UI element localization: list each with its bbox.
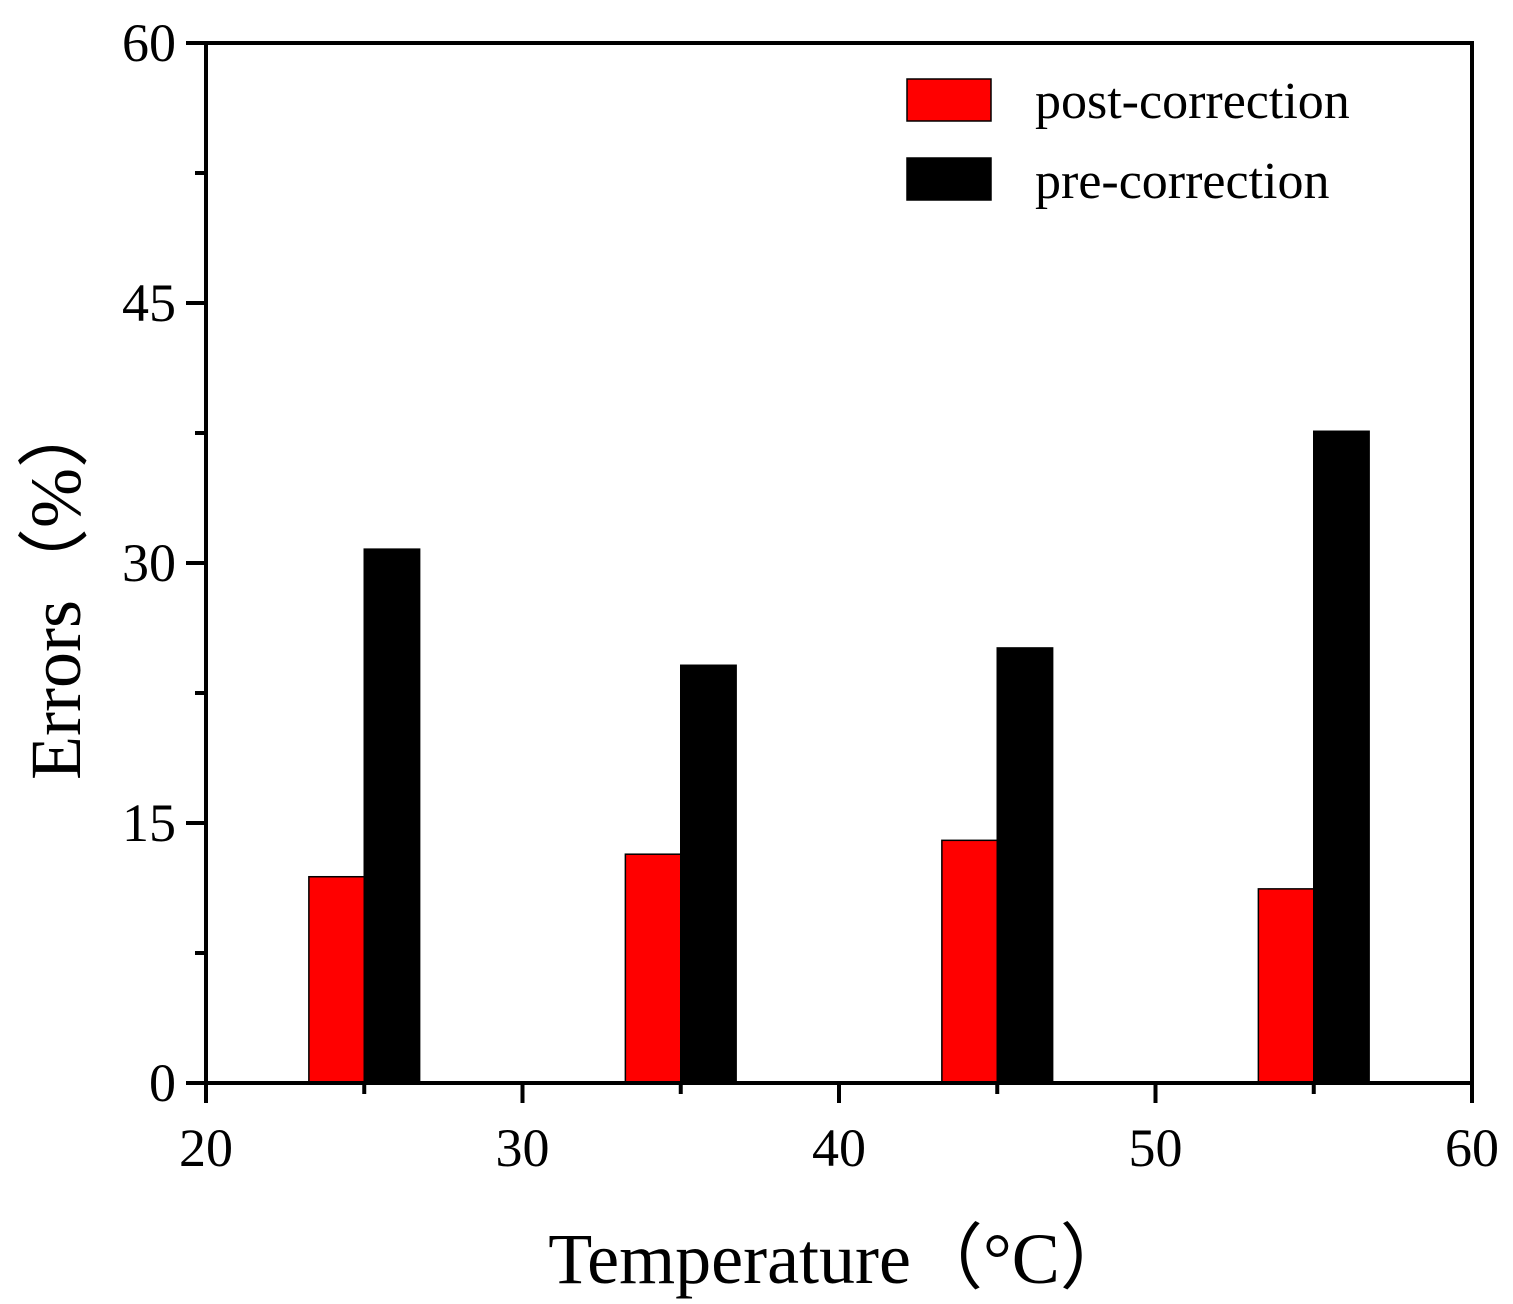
x-tick-label-30: 30 bbox=[496, 1118, 550, 1178]
legend-swatch-pre-correction bbox=[906, 157, 992, 201]
y-tick-label-15: 15 bbox=[122, 793, 176, 853]
plot-frame bbox=[204, 41, 1474, 1085]
x-tick-label-50: 50 bbox=[1129, 1118, 1183, 1178]
x-axis-title: Temperature（°C） bbox=[548, 1219, 1132, 1299]
y-tick-label-30: 30 bbox=[122, 533, 176, 593]
legend: post-correction pre-correction bbox=[906, 73, 1350, 210]
bar-post-correction-35 bbox=[624, 853, 682, 1084]
x-tick-label-20: 20 bbox=[179, 1118, 233, 1178]
bars-layer bbox=[308, 430, 1370, 1084]
legend-label-post-correction: post-correction bbox=[1035, 73, 1350, 130]
y-tick-label-60: 60 bbox=[122, 13, 176, 73]
y-tick-label-0: 0 bbox=[149, 1053, 176, 1113]
legend-swatch-post-correction bbox=[906, 78, 992, 122]
bar-pre-correction-35 bbox=[680, 664, 737, 1084]
bar-pre-correction-25 bbox=[363, 548, 421, 1084]
bar-post-correction-55 bbox=[1257, 888, 1315, 1084]
y-axis-title: Errors（%） bbox=[16, 396, 96, 780]
x-tick-label-40: 40 bbox=[812, 1118, 866, 1178]
tick-labels-layer: 20 30 40 50 60 0 15 30 45 60 bbox=[122, 13, 1499, 1178]
bar-pre-correction-45 bbox=[996, 647, 1054, 1084]
bar-pre-correction-55 bbox=[1313, 430, 1370, 1084]
y-tick-label-45: 45 bbox=[122, 273, 176, 333]
x-tick-label-60: 60 bbox=[1445, 1118, 1499, 1178]
legend-label-pre-correction: pre-correction bbox=[1035, 153, 1329, 210]
bar-post-correction-45 bbox=[941, 839, 998, 1084]
bar-post-correction-25 bbox=[308, 875, 365, 1084]
